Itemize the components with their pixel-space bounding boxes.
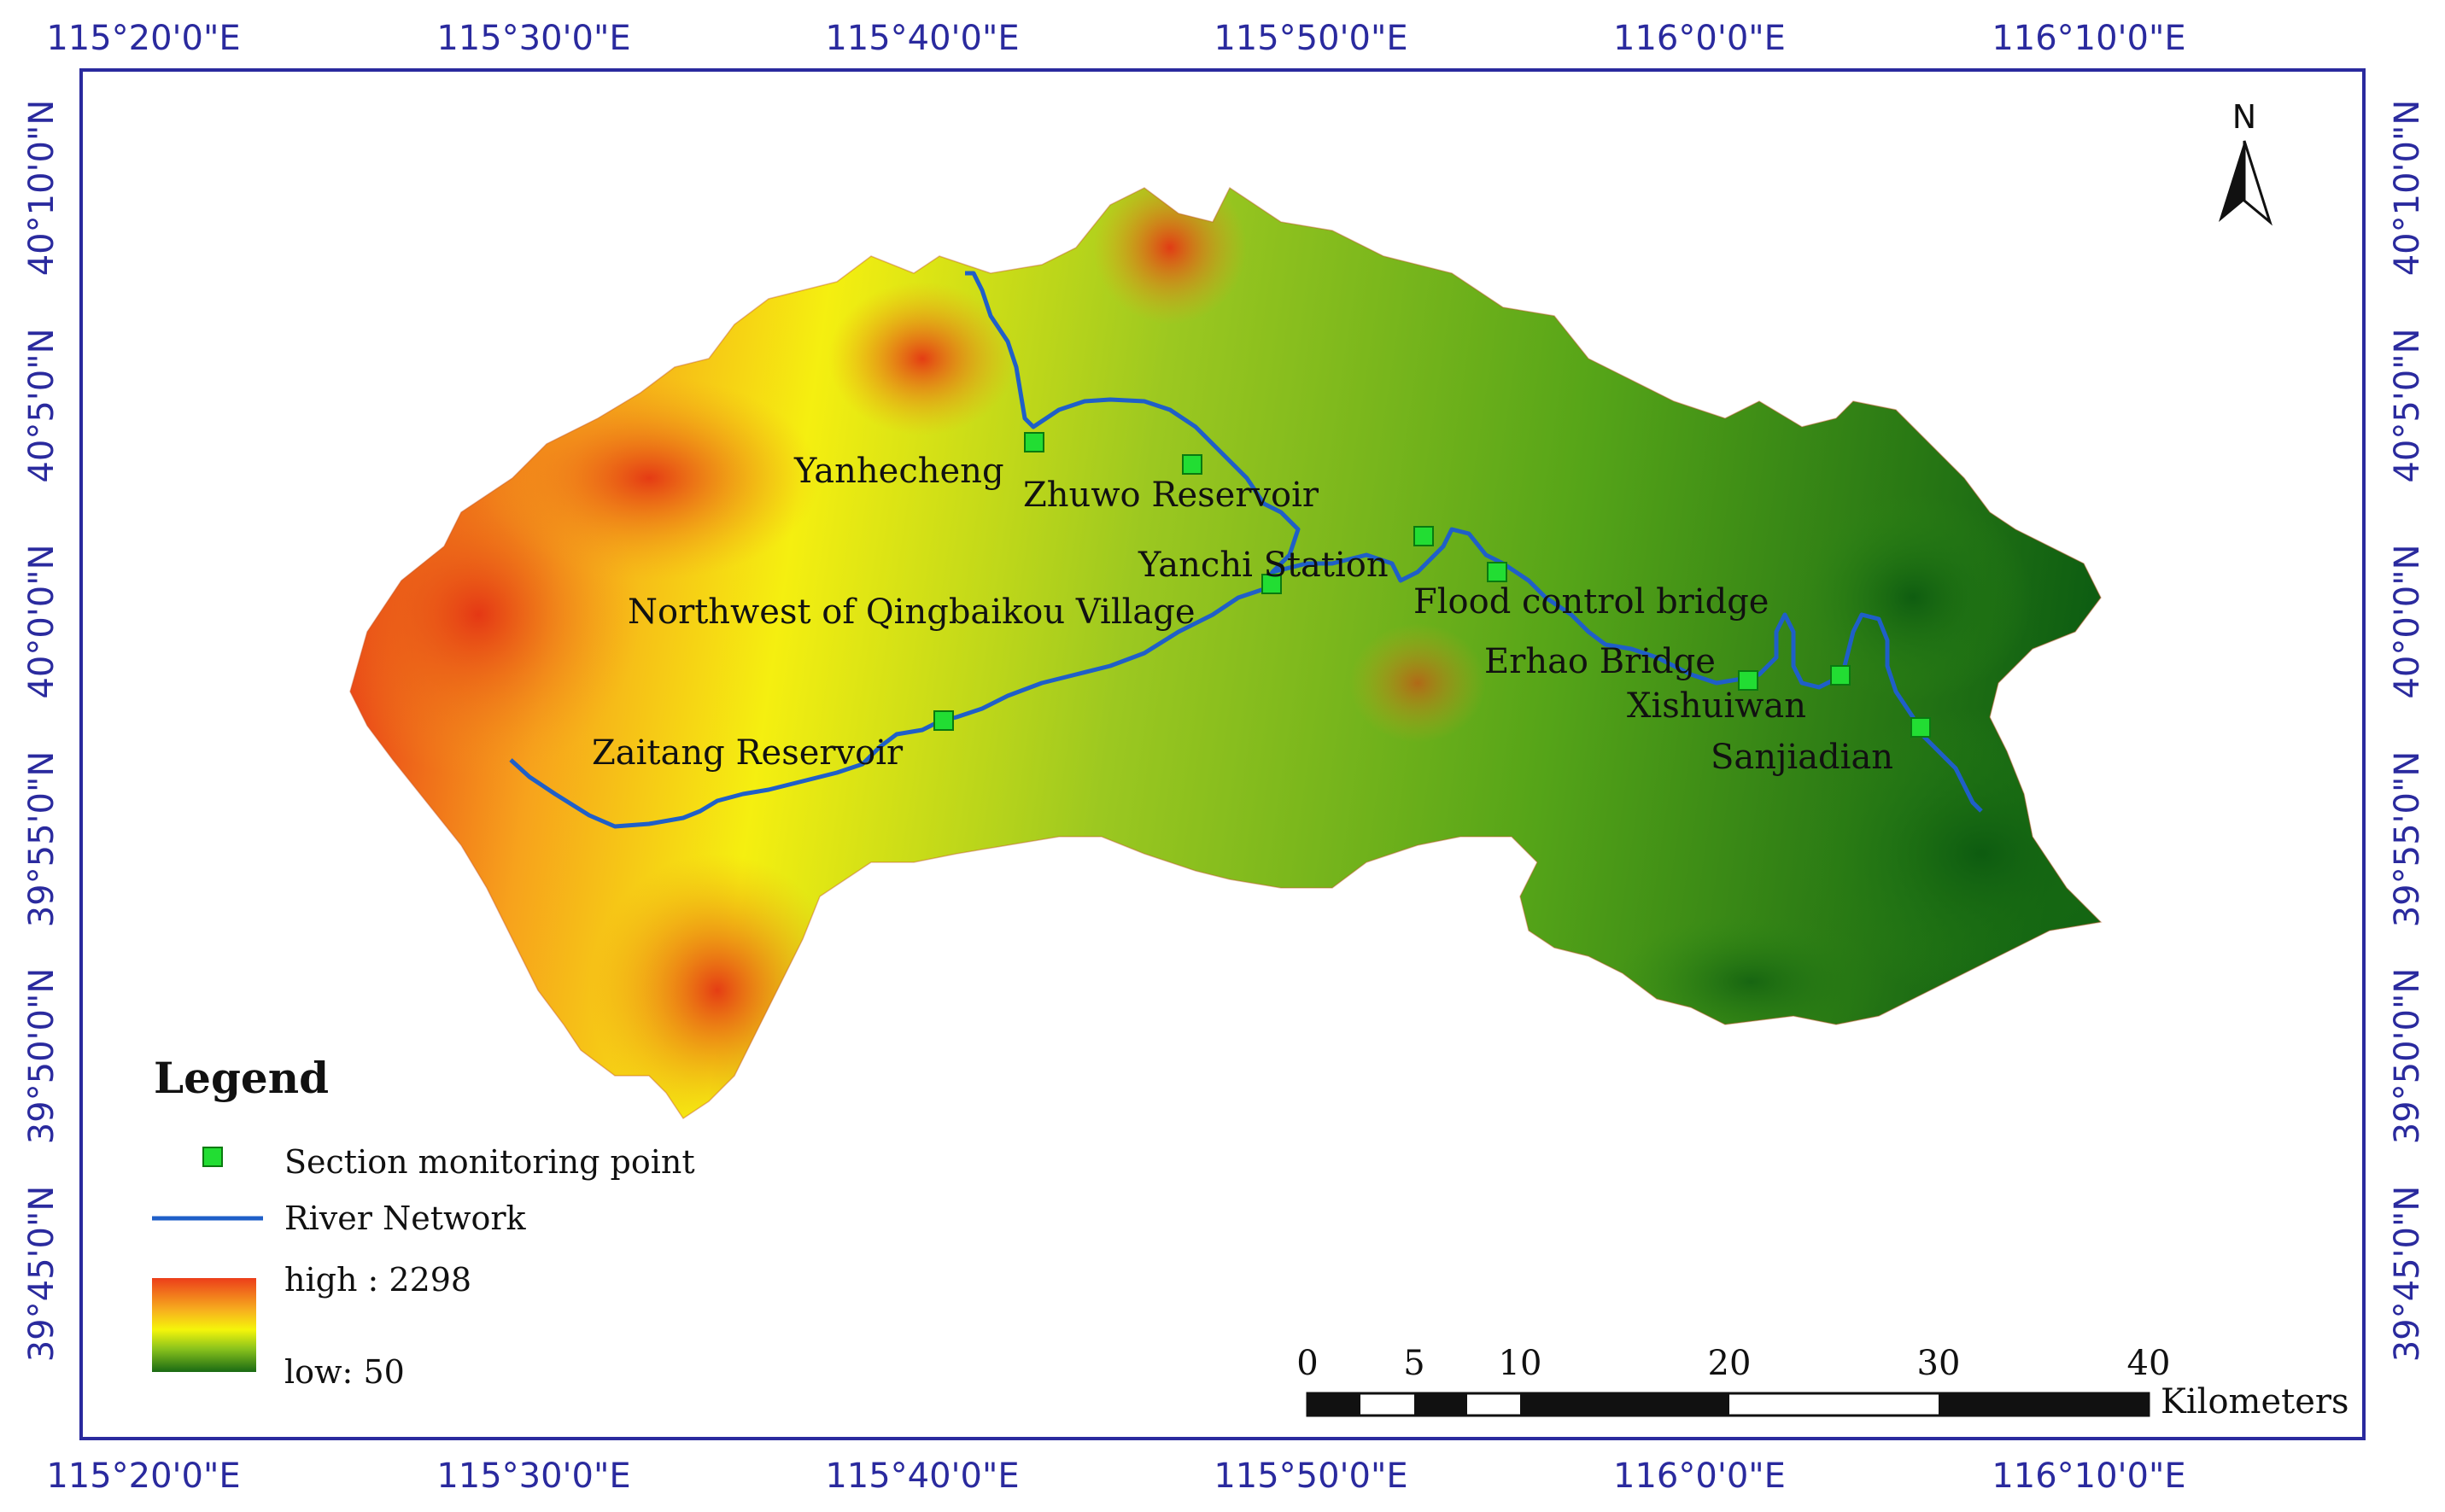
left-lat-label: 40°5'0"N [22,328,61,482]
legend-high-label: high : 2298 [284,1261,471,1299]
monitoring-point-xishuiwan [1830,665,1851,686]
top-longitude-labels: 115°20'0"E 115°30'0"E 115°40'0"E 115°50'… [46,19,2185,58]
top-lon-label: 116°10'0"E [1992,19,2185,58]
legend-monitoring-label: Section monitoring point [284,1143,695,1181]
bottom-lon-label: 116°0'0"E [1613,1457,1786,1496]
top-lon-label: 115°20'0"E [46,19,240,58]
monitoring-point-zaitang [933,710,954,731]
river-network-lower [1272,527,1983,813]
bottom-lon-label: 115°30'0"E [436,1457,630,1496]
monitoring-point-flood [1413,526,1434,546]
label-zhuwo-reservoir: Zhuwo Reservoir [1023,476,1319,515]
place-labels: Yanhecheng Zhuwo Reservoir Yanchi Statio… [592,452,1893,777]
bottom-lon-label: 115°40'0"E [825,1457,1019,1496]
scale-bar: 0 5 10 20 30 40 Kilometers [1296,1344,2348,1422]
top-lon-label: 115°50'0"E [1214,19,1407,58]
scale-tick-label: 30 [1917,1344,1961,1383]
left-lat-label: 39°45'0"N [22,1186,61,1363]
river-network [509,271,1301,829]
label-erhao-bridge: Erhao Bridge [1484,642,1716,681]
label-qingbaikou: Northwest of Qingbaikou Village [628,593,1196,632]
right-lat-label: 40°0'0"N [2388,544,2427,698]
left-lat-label: 39°50'0"N [22,968,61,1145]
legend-low-label: low: 50 [284,1353,405,1391]
right-latitude-labels: 40°10'0"N 40°5'0"N 40°0'0"N 39°55'0"N 39… [2388,100,2427,1363]
top-lon-label: 115°40'0"E [825,19,1019,58]
monitoring-point-zhuwo [1182,454,1202,475]
right-lat-label: 40°5'0"N [2388,328,2427,482]
monitoring-point-erhao [1738,670,1758,691]
scale-tick-label: 40 [2127,1344,2171,1383]
monitoring-point-flood-2 [1487,562,1507,582]
label-zaitang-reservoir: Zaitang Reservoir [592,733,904,773]
top-lon-label: 115°30'0"E [436,19,630,58]
scale-tick-label: 10 [1499,1344,1542,1383]
legend: Legend Section monitoring point River Ne… [152,1053,695,1391]
bottom-lon-label: 115°20'0"E [46,1457,240,1496]
right-lat-label: 39°50'0"N [2388,968,2427,1145]
right-lat-label: 39°55'0"N [2388,751,2427,928]
bottom-lon-label: 116°10'0"E [1992,1457,2185,1496]
label-flood-control-bridge: Flood control bridge [1413,582,1769,622]
label-yanhecheng: Yanhecheng [793,452,1004,491]
north-label: N [2232,98,2256,136]
monitoring-points [933,432,1931,738]
scale-tick-label: 5 [1403,1344,1424,1383]
monitoring-point-sanjiadian [1910,717,1931,738]
scale-tick-label: 0 [1296,1344,1318,1383]
label-xishuiwan: Xishuiwan [1627,686,1806,726]
left-lat-label: 40°10'0"N [22,100,61,277]
left-latitude-labels: 40°10'0"N 40°5'0"N 40°0'0"N 39°55'0"N 39… [22,100,61,1363]
bottom-lon-label: 115°50'0"E [1214,1457,1407,1496]
scale-tick-label: 20 [1708,1344,1752,1383]
left-lat-label: 40°0'0"N [22,544,61,698]
right-lat-label: 40°10'0"N [2388,100,2427,277]
monitoring-point-yanchi [1261,574,1282,594]
scale-unit-label: Kilometers [2161,1382,2349,1422]
label-yanchi-station: Yanchi Station [1138,546,1389,585]
top-lon-label: 116°0'0"E [1613,19,1786,58]
right-lat-label: 39°45'0"N [2388,1186,2427,1363]
legend-title: Legend [154,1053,329,1103]
left-lat-label: 39°55'0"N [22,751,61,928]
bottom-longitude-labels: 115°20'0"E 115°30'0"E 115°40'0"E 115°50'… [46,1457,2185,1496]
label-sanjiadian: Sanjiadian [1711,738,1893,777]
monitoring-point-yanhecheng [1024,432,1044,452]
legend-river-label: River Network [284,1200,527,1237]
north-arrow-icon: N [2219,98,2272,226]
legend-monitoring-swatch [202,1147,223,1167]
legend-elevation-ramp [152,1278,256,1372]
